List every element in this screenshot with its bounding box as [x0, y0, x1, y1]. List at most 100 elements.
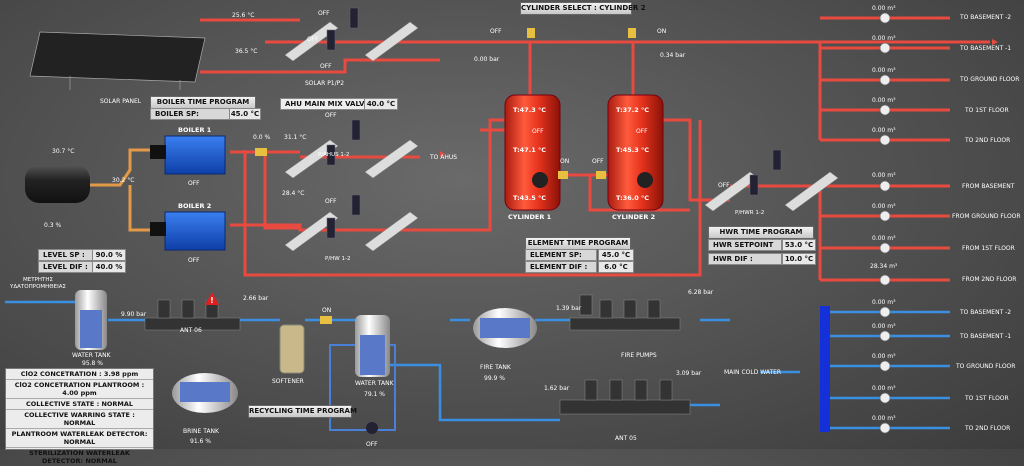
- cold-out-gf: TO GROUND FLOOR: [956, 363, 1016, 370]
- hot-out-2f: TO 2ND FLOOR: [965, 137, 1011, 144]
- solar-temp-2: 36.5 °C: [235, 48, 258, 55]
- ahu-pumps-label: P/AHUS 1-2: [318, 152, 350, 158]
- status-panel: ClO2 CONCETRATION : 3.98 ppm ClO2 CONCET…: [5, 368, 154, 465]
- cold-flow-gf: 0.00 m³: [872, 353, 896, 360]
- tank-temp: 30.7 °C: [52, 148, 75, 155]
- fire-pressure-1: 1.39 bar: [556, 305, 582, 312]
- boiler2-state: OFF: [188, 257, 200, 264]
- hot-flow-1f: 0.00 m³: [872, 97, 896, 104]
- boiler1-label: BOILER 1: [178, 126, 212, 134]
- cylinder-valve-off-2: OFF: [592, 158, 604, 165]
- cold-out-b2: TO BASEMENT -2: [960, 309, 1012, 316]
- hot-flow-b2: 0.00 m³: [872, 5, 896, 12]
- cylinder2-pressure: 0.34 bar: [660, 52, 686, 59]
- water-tank1-percent: 95.8 %: [82, 360, 103, 367]
- hwr-time-program-button[interactable]: HWR TIME PROGRAM: [708, 226, 814, 239]
- element-dif-value[interactable]: 6.0 °C: [598, 261, 634, 273]
- status-collective: COLLECTIVE STATE : NORMAL: [6, 399, 153, 410]
- boiler-sp-label: BOILER SP:: [150, 108, 230, 120]
- mix-valve-percent: 0.0 %: [253, 134, 271, 141]
- cylinder2-temp-mid: T:45.3 °C: [616, 146, 649, 154]
- cylinder1-label: CYLINDER 1: [508, 213, 552, 221]
- fire-tank-percent: 99.9 %: [484, 375, 505, 382]
- cylinder-valve-on-2: ON: [560, 158, 570, 165]
- ant06-label: ANT 06: [180, 327, 202, 334]
- softener-pressure: 2.66 bar: [243, 295, 269, 302]
- fire-pressure-2: 6.28 bar: [688, 289, 714, 296]
- ret-from-gf: FROM GROUND FLOOR: [952, 213, 1021, 220]
- ant05-pressure-2: 3.09 bar: [676, 370, 702, 377]
- ret-flow-1f: 0.00 m³: [872, 235, 896, 242]
- cold-flow-1f: 0.00 m³: [872, 385, 896, 392]
- cylinder2-label: CYLINDER 2: [612, 213, 656, 221]
- hwr-pump-state: OFF: [718, 182, 730, 189]
- status-clo2: ClO2 CONCETRATION : 3.98 ppm: [6, 369, 153, 380]
- hwr-pumps-label: P/HWR 1-2: [735, 210, 765, 216]
- hot-out-1f: TO 1ST FLOOR: [965, 107, 1009, 114]
- boiler-out-temp: 28.4 °C: [282, 190, 305, 197]
- ahu-temp: 31.1 °C: [284, 134, 307, 141]
- hwr-setpoint-value[interactable]: 53.0 °C: [782, 239, 816, 251]
- cold-flow-b1: 0.00 m³: [872, 323, 896, 330]
- solar-pump-state-2: OFF: [307, 36, 319, 43]
- hot-out-gf: TO GROUND FLOOR: [960, 76, 1020, 83]
- level-dif-value[interactable]: 40.0 %: [92, 261, 126, 273]
- ant05-pressure-1: 1.62 bar: [544, 385, 570, 392]
- brine-tank-label: BRINE TANK: [183, 428, 219, 435]
- cold-out-1f: TO 1ST FLOOR: [965, 395, 1009, 402]
- cold-flow-2f: 0.00 m³: [872, 415, 896, 422]
- solar-pump-state: OFF: [318, 10, 330, 17]
- cylinder-valve-off: OFF: [490, 28, 502, 35]
- hot-out-b1: TO BASEMENT -1: [960, 45, 1012, 52]
- hot-flow-gf: 0.00 m³: [872, 67, 896, 74]
- softener-valve-state: ON: [322, 307, 332, 314]
- status-collective-warning: COLLECTIVE WARRING STATE : NORMAL: [6, 410, 153, 429]
- water-tank2-label: WATER TANK: [355, 380, 394, 387]
- hw-pumps-label: P/HW 1-2: [325, 256, 351, 262]
- solar-temp-1: 25.6 °C: [232, 12, 255, 19]
- hot-out-b2: TO BASEMENT -2: [960, 14, 1012, 21]
- boiler2-label: BOILER 2: [178, 202, 212, 210]
- element-dif-label: ELEMENT DIF :: [525, 261, 597, 273]
- cold-out-b1: TO BASEMENT -1: [960, 333, 1012, 340]
- cylinder-valve-on: ON: [657, 28, 667, 35]
- cylinder-select-button[interactable]: CYLINDER SELECT : CYLINDER 2: [520, 2, 646, 15]
- recycling-time-program-button[interactable]: RECYCLING TIME PROGRAM: [248, 405, 357, 418]
- hwr-setpoint-label: HWR SETPOINT: [708, 239, 782, 251]
- ret-from-1f: FROM 1ST FLOOR: [962, 245, 1015, 252]
- ret-from-b: FROM BASEMENT: [962, 183, 1015, 190]
- ret-flow-2f: 28.34 m³: [870, 263, 898, 270]
- boiler1-state: OFF: [188, 180, 200, 187]
- cylinder2-temp-bottom: T:36.0 °C: [616, 194, 649, 202]
- hot-flow-b1: 0.00 m³: [872, 35, 896, 42]
- ant06-pressure: 9.90 bar: [121, 311, 147, 318]
- piping-diagram: !: [5, 7, 998, 434]
- hwr-dif-value[interactable]: 10.0 °C: [782, 253, 816, 265]
- cylinder1-temp-bottom: T:43.5 °C: [513, 194, 546, 202]
- element-sp-value[interactable]: 45.0 °C: [598, 249, 634, 261]
- solar-panel-label: SOLAR PANEL: [100, 98, 142, 105]
- level-sp-value[interactable]: 90.0 %: [92, 249, 126, 261]
- cylinder2-temp-top: T:37.2 °C: [616, 106, 649, 114]
- water-meter-label: ΜΕΤΡΗΤΗΣ ΥΔΑΤΟΠΡΟΜΗΘΕΙΑΣ: [10, 277, 66, 290]
- boiler-sp-value[interactable]: 45.0 °C: [229, 108, 261, 120]
- ahu-mix-value[interactable]: 40.0 °C: [364, 98, 398, 110]
- status-plantroom-leak: PLANTROOM WATERLEAK DETECTOR: NORMAL: [6, 429, 153, 448]
- level-dif-label: LEVEL DIF :: [38, 261, 94, 273]
- hw-pump-state: OFF: [325, 198, 337, 205]
- cylinder2-element-state: OFF: [636, 128, 648, 135]
- level-sp-label: LEVEL SP :: [38, 249, 94, 261]
- element-sp-label: ELEMENT SP:: [525, 249, 597, 261]
- solar-pumps-label: SOLAR P1/P2: [305, 80, 345, 87]
- ret-flow-gf: 0.00 m³: [872, 203, 896, 210]
- cylinder1-pressure: 0.00 bar: [474, 56, 500, 63]
- fire-pumps-label: FIRE PUMPS: [621, 352, 657, 359]
- ret-flow-b: 0.00 m³: [872, 172, 896, 179]
- ahu-pump-state: OFF: [325, 112, 337, 119]
- brine-tank-percent: 91.6 %: [190, 438, 211, 445]
- fire-tank-label: FIRE TANK: [480, 364, 511, 371]
- cylinder1-temp-top: T:47.3 °C: [513, 106, 546, 114]
- hot-flow-2f: 0.00 m³: [872, 127, 896, 134]
- water-tank1-label: WATER TANK: [72, 352, 111, 359]
- cylinder1-temp-mid: T:47.1 °C: [513, 146, 546, 154]
